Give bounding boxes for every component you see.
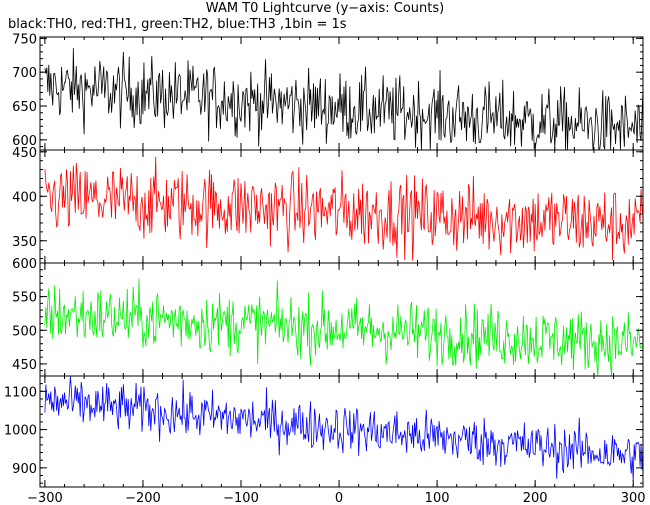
chart-subtitle: black:TH0, red:TH1, green:TH2, blue:TH3 … bbox=[8, 17, 347, 32]
x-tick-label: −300 bbox=[27, 491, 63, 505]
x-tick-label: 0 bbox=[335, 491, 343, 505]
y-tick-label: 500 bbox=[12, 324, 37, 339]
y-tick-label: 700 bbox=[12, 66, 37, 81]
x-tick-label: −200 bbox=[125, 491, 161, 505]
series-line-th3 bbox=[44, 376, 644, 482]
series-line-th2 bbox=[44, 278, 644, 376]
series-line-th0 bbox=[44, 48, 644, 151]
y-tick-label: 550 bbox=[12, 291, 37, 306]
x-tick-label: 200 bbox=[523, 491, 548, 505]
y-tick-label: 400 bbox=[12, 190, 37, 205]
y-tick-label: 350 bbox=[12, 235, 37, 250]
y-tick-label: 450 bbox=[12, 358, 37, 373]
y-tick-label: 450 bbox=[12, 146, 37, 161]
x-tick-label: 300 bbox=[621, 491, 646, 505]
y-tick-label: 900 bbox=[12, 462, 37, 477]
x-tick-label: 100 bbox=[425, 491, 450, 505]
y-tick-label: 1000 bbox=[4, 424, 37, 439]
x-tick-label: −100 bbox=[223, 491, 259, 505]
panel-frame-th3 bbox=[39, 375, 644, 488]
y-tick-label: 750 bbox=[12, 32, 37, 47]
y-tick-label: 650 bbox=[12, 100, 37, 115]
y-tick-label: 1100 bbox=[4, 385, 37, 400]
y-tick-label: 600 bbox=[12, 134, 37, 149]
panel-frame-th1 bbox=[39, 149, 644, 264]
series-line-th1 bbox=[44, 156, 644, 261]
y-tick-label: 600 bbox=[12, 257, 37, 272]
chart-title: WAM T0 Lightcurve (y−axis: Counts) bbox=[205, 1, 445, 16]
